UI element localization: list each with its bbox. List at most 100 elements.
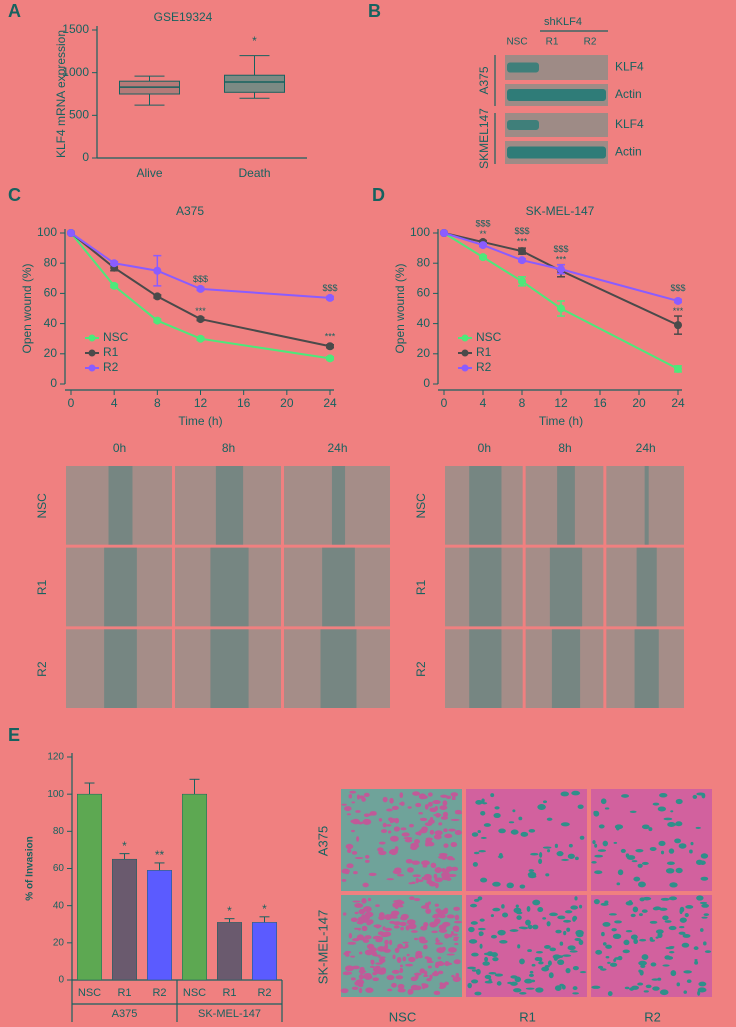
cell xyxy=(700,928,704,932)
cell xyxy=(471,832,479,837)
cell xyxy=(641,909,648,913)
cell xyxy=(410,930,418,933)
point xyxy=(67,229,75,237)
cell xyxy=(395,975,404,980)
cell xyxy=(452,938,459,942)
cell xyxy=(422,985,428,988)
cell xyxy=(528,973,534,977)
cell xyxy=(676,982,681,987)
y-tick-label: 20 xyxy=(44,346,58,360)
cell xyxy=(378,841,386,845)
cell xyxy=(392,869,402,875)
column-label: R1 xyxy=(519,1009,536,1024)
cell xyxy=(696,895,704,901)
column-label: 0h xyxy=(113,441,126,455)
wound-gap xyxy=(210,629,249,708)
cell xyxy=(364,935,372,940)
point xyxy=(196,284,205,293)
cell xyxy=(413,898,421,902)
legend-label: NSC xyxy=(103,330,129,344)
cell xyxy=(347,848,352,854)
y-tick-label: 20 xyxy=(417,346,431,360)
cell-line-label: SKMEL147 xyxy=(477,108,491,169)
cell xyxy=(354,927,359,930)
cell xyxy=(454,830,462,836)
cell xyxy=(344,965,354,972)
cell xyxy=(375,904,380,908)
cell xyxy=(450,842,458,848)
cell xyxy=(542,846,552,849)
cell xyxy=(437,910,447,916)
cell xyxy=(622,949,630,954)
cell xyxy=(660,850,665,855)
wound-gap xyxy=(469,547,502,627)
cell xyxy=(364,859,370,863)
cell xyxy=(435,937,439,943)
cell xyxy=(382,822,387,828)
cell xyxy=(694,960,699,965)
cell xyxy=(704,950,712,954)
legend-label: NSC xyxy=(476,330,502,344)
cell xyxy=(450,818,460,821)
bar xyxy=(217,922,242,981)
cell xyxy=(541,966,550,972)
cell xyxy=(602,922,611,927)
point xyxy=(153,316,162,325)
cell xyxy=(366,921,372,926)
x-tick-label: 16 xyxy=(593,396,607,410)
wound-gap xyxy=(549,547,583,627)
cell xyxy=(695,826,701,829)
y-tick-label: 40 xyxy=(53,900,65,911)
cell xyxy=(689,849,693,854)
wound-gap xyxy=(320,629,357,708)
cell xyxy=(490,934,497,939)
x-tick-label: NSC xyxy=(78,987,101,999)
legend-marker xyxy=(88,349,96,357)
cell xyxy=(397,983,405,990)
cell xyxy=(451,866,459,872)
cell xyxy=(670,970,677,977)
x-tick-label: 4 xyxy=(111,396,118,410)
cell xyxy=(349,790,357,794)
cell xyxy=(396,957,402,963)
cell xyxy=(399,921,407,927)
cell xyxy=(544,945,551,949)
cell xyxy=(525,919,531,926)
row-label: NSC xyxy=(35,493,49,519)
cell xyxy=(470,921,478,925)
cell xyxy=(566,927,571,932)
cell xyxy=(547,960,552,966)
cell xyxy=(613,958,617,962)
panel-label: D xyxy=(372,185,385,205)
cell xyxy=(354,911,359,915)
cell xyxy=(607,961,611,964)
cell xyxy=(378,956,386,959)
x-tick-label: R2 xyxy=(152,987,166,999)
cell xyxy=(456,977,460,982)
cell xyxy=(538,961,544,965)
cell xyxy=(659,989,669,996)
cell xyxy=(564,910,573,914)
cell xyxy=(355,810,361,813)
cell xyxy=(690,841,694,846)
cell xyxy=(645,984,652,989)
cell xyxy=(493,813,501,819)
cell xyxy=(703,913,710,917)
point xyxy=(153,292,162,301)
cell xyxy=(405,963,414,967)
point xyxy=(110,281,119,290)
y-tick-label: 100 xyxy=(47,789,64,800)
cell xyxy=(640,964,646,969)
cell xyxy=(437,956,442,960)
cell xyxy=(390,916,398,919)
cell xyxy=(340,988,349,994)
cell xyxy=(666,861,675,866)
cell xyxy=(668,896,678,901)
cell xyxy=(433,990,441,996)
column-label: 24h xyxy=(327,441,347,455)
cell xyxy=(361,925,368,932)
cell xyxy=(451,797,456,801)
cell xyxy=(358,987,363,994)
cell xyxy=(369,811,377,816)
cell xyxy=(385,949,391,953)
